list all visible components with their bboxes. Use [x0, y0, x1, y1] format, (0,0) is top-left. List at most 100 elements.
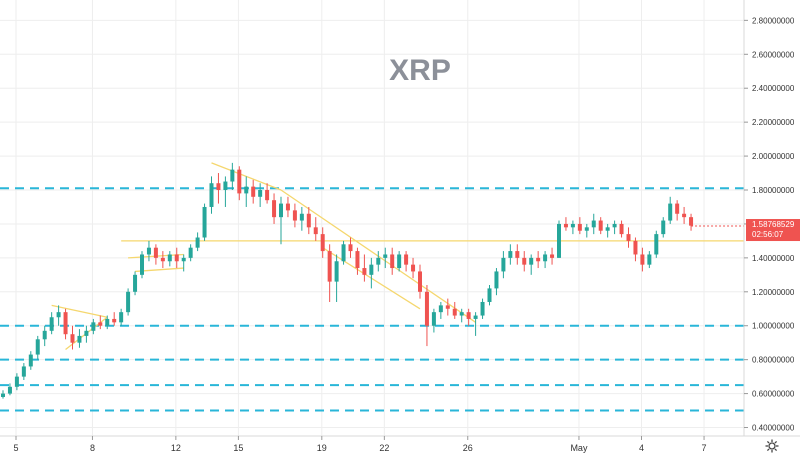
candle-body: [112, 318, 117, 323]
x-tick-label: 8: [90, 443, 95, 453]
candle-body: [320, 234, 325, 252]
candle-body: [501, 257, 506, 272]
candle-body: [84, 330, 89, 336]
symbol-watermark: XRP: [389, 54, 451, 87]
candle-body: [591, 220, 596, 228]
trendline: [51, 304, 108, 318]
candle-body: [230, 169, 235, 182]
x-tick-label: 5: [13, 443, 18, 453]
candle-body: [28, 354, 33, 367]
settings-gear-icon[interactable]: [764, 438, 780, 454]
candle-body: [383, 254, 388, 258]
candle-body: [480, 301, 485, 316]
candle-body: [397, 254, 402, 269]
candle-body: [522, 257, 527, 265]
candle-body: [529, 257, 534, 265]
candle-body: [265, 190, 270, 201]
candle-body: [640, 254, 645, 265]
last-price-value: 1.58768529: [752, 220, 795, 229]
candle-body: [313, 227, 318, 235]
candle-body: [557, 223, 561, 258]
y-tick-label: 1.00000000: [752, 322, 795, 331]
candle-body: [654, 234, 659, 255]
candle-body: [105, 318, 110, 326]
candle-body: [404, 254, 409, 265]
candle-body: [508, 251, 513, 258]
y-tick-label: 1.20000000: [752, 288, 795, 297]
candle-body: [334, 261, 339, 282]
x-tick-label: 26: [463, 443, 473, 453]
candle-body: [153, 247, 158, 258]
candle-body: [91, 322, 96, 331]
candle-body: [536, 257, 541, 262]
candle-body: [21, 366, 26, 377]
candle-body: [306, 213, 311, 228]
candle-body: [42, 330, 47, 340]
candle-body: [577, 223, 582, 231]
y-tick-label: 2.00000000: [752, 152, 795, 161]
candle-body: [647, 254, 652, 265]
chart-grid: [0, 0, 744, 436]
horizontal-levels: [0, 187, 744, 412]
x-tick-label: 12: [171, 443, 181, 453]
candle-body: [348, 244, 353, 252]
x-tick-label: May: [570, 443, 588, 453]
candle-body: [550, 254, 555, 258]
candlestick-series[interactable]: [1, 162, 694, 399]
candle-body: [216, 183, 221, 191]
candle-body: [70, 334, 75, 343]
candle-body: [251, 186, 256, 197]
candle-body: [411, 264, 416, 272]
candle-body: [279, 203, 283, 218]
candle-body: [633, 240, 638, 255]
candle-body: [362, 268, 367, 275]
y-tick-label: 0.40000000: [752, 424, 795, 433]
candle-body: [133, 274, 138, 292]
candle-body: [418, 271, 422, 292]
candle-body: [167, 254, 172, 262]
candle-body: [14, 376, 19, 387]
candle-body: [7, 386, 12, 394]
candle-body: [237, 169, 242, 194]
y-tick-label: 2.60000000: [752, 50, 795, 59]
candle-body: [1, 393, 5, 397]
candle-body: [341, 244, 346, 262]
candle-body: [181, 257, 186, 262]
candle-body: [35, 339, 40, 355]
x-tick-label: 15: [233, 443, 243, 453]
y-tick-label: 2.80000000: [752, 16, 795, 25]
candle-body: [675, 203, 680, 214]
y-tick-label: 2.20000000: [752, 118, 795, 127]
candle-body: [543, 254, 548, 262]
candle-body: [438, 305, 443, 313]
candle-body: [77, 335, 82, 343]
y-tick-label: 0.60000000: [752, 390, 795, 399]
candle-body: [98, 322, 103, 326]
candle-body: [689, 217, 694, 226]
candle-body: [209, 183, 214, 207]
candle-body: [223, 181, 228, 191]
candle-body: [619, 223, 624, 235]
candle-body: [661, 220, 666, 235]
candle-body: [424, 291, 429, 326]
candle-body: [563, 223, 568, 228]
y-tick-label: 0.80000000: [752, 356, 795, 365]
candle-body: [466, 312, 471, 319]
candle-body: [299, 213, 304, 221]
y-tick-label: 1.40000000: [752, 254, 795, 263]
x-tick-label: 4: [639, 443, 644, 453]
candle-body: [140, 254, 144, 275]
candle-body: [63, 312, 68, 335]
time-axis[interactable]: 5 8 12 15 19 22 26 May 4 7: [13, 436, 707, 453]
candle-body: [56, 312, 61, 318]
y-tick-label: 2.40000000: [752, 84, 795, 93]
candle-body: [494, 271, 499, 289]
candle-body: [431, 312, 436, 326]
candle-body: [369, 264, 374, 275]
x-tick-label: 7: [702, 443, 707, 453]
candle-body: [682, 213, 687, 218]
candle-body: [452, 308, 457, 316]
candle-body: [605, 227, 610, 231]
candle-body: [487, 288, 492, 302]
